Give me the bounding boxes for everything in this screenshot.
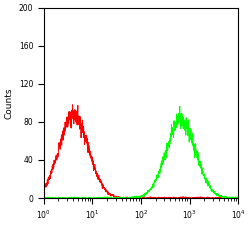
Y-axis label: Counts: Counts bbox=[4, 87, 13, 119]
